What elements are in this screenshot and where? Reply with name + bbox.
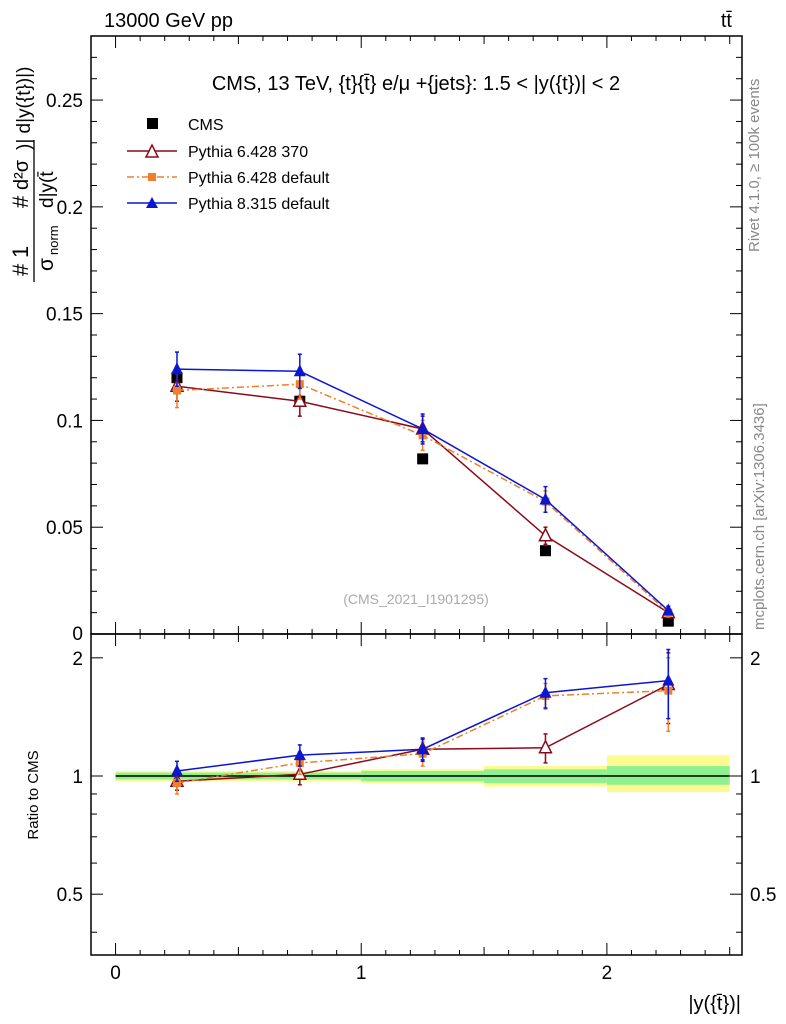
rivet-version-label: Rivet 4.1.0, ≥ 100k events xyxy=(746,79,763,252)
ratio-ytick-label-right: 1 xyxy=(750,767,761,788)
main-ticks: 0.05 0.1 0.15 0.2 0.25 0 xyxy=(46,36,742,645)
legend-marker-py6-default xyxy=(148,173,156,181)
ylabel-one: 1 xyxy=(8,246,33,258)
ratio-pythia-6-428-default-line xyxy=(176,689,669,784)
main-ytick-label: 0.15 xyxy=(46,305,83,326)
ratio-pythia-8-315-default-point xyxy=(293,748,306,761)
legend-label-py6-370: Pythia 6.428 370 xyxy=(188,144,308,161)
main-cms-point xyxy=(539,545,551,557)
ylabel-numerator-tail: )| d|y({t})|) xyxy=(14,67,35,150)
main-cms-point xyxy=(662,615,674,627)
main-pythia-8-315-default-point xyxy=(539,492,552,505)
ratio-pythia-6-428-default-point xyxy=(172,778,181,787)
ratio-panel: 0.5 0.5 1 1 2 2 0 1 2 Ratio to CMS |y({t̄})| xyxy=(25,633,776,1015)
ratio-ytick-label-left: 0.5 xyxy=(57,885,83,906)
ratio-ytick-label-right: 0.5 xyxy=(750,885,776,906)
ratio-xtick-label: 1 xyxy=(356,963,367,984)
ylabel-hash-2: # xyxy=(8,195,33,208)
legend-label-py8-default: Pythia 8.315 default xyxy=(188,196,330,213)
main-pythia-8-315-default-point xyxy=(416,421,429,434)
main-cms-point xyxy=(417,453,429,465)
ylabel-hash-1: # xyxy=(8,263,33,276)
main-pythia-8-315-default-point xyxy=(662,603,675,616)
main-pythia-6-428-370-point xyxy=(538,527,553,542)
legend-label-cms: CMS xyxy=(188,117,224,134)
main-pythia-8-315-default-line xyxy=(176,368,669,612)
main-pythia-8-315-default-point xyxy=(170,362,183,375)
ratio-ytick-label-left: 2 xyxy=(72,649,83,670)
mcplots-label: mcplots.cern.ch [arXiv:1306.3436] xyxy=(751,403,768,630)
analysis-watermark: (CMS_2021_I1901295) xyxy=(343,591,489,607)
ratio-ytick-label-left: 1 xyxy=(72,767,83,788)
main-ylabel: # 1 σ norm # d²σ )| d|y({t})|) d|y(t̄ xyxy=(8,67,61,282)
ylabel-d2sigma: d²σ xyxy=(11,159,33,190)
main-panel: CMS, 13 TeV, {t}{t̄} e/μ +{jets}: 1.5 < … xyxy=(8,35,743,645)
process-label: tt̄ xyxy=(721,10,733,32)
main-title: CMS, 13 TeV, {t}{t̄} e/μ +{jets}: 1.5 < … xyxy=(212,73,620,95)
main-ytick-label: 0.1 xyxy=(57,411,83,432)
ratio-pythia-8-315-default-point xyxy=(416,742,429,755)
main-series xyxy=(169,351,676,627)
x-axis-label: |y({t̄})| xyxy=(688,993,741,1015)
ratio-xtick-label: 2 xyxy=(602,963,613,984)
legend-marker-py6-370 xyxy=(144,143,160,158)
main-pythia-6-428-370-point xyxy=(292,392,308,407)
ratio-frame xyxy=(90,633,743,956)
ratio-ytick-label-right: 2 xyxy=(750,649,761,670)
legend-label-py6-default: Pythia 6.428 default xyxy=(188,170,330,187)
ratio-pythia-8-315-default-point xyxy=(662,673,675,686)
legend-marker-cms xyxy=(147,118,158,129)
ylabel-norm: norm xyxy=(46,225,61,255)
main-pythia-6-428-default-point xyxy=(172,386,181,395)
ratio-pythia-8-315-default-point xyxy=(539,685,552,698)
legend: CMS Pythia 6.428 370 Pythia 6.428 defaul… xyxy=(127,117,330,213)
main-ytick-label: 0.25 xyxy=(46,91,83,112)
ylabel-sigma: σ xyxy=(35,258,58,271)
ratio-ylabel: Ratio to CMS xyxy=(25,750,42,839)
main-ytick-label: 0.05 xyxy=(46,518,83,539)
main-ytick-label-zero: 0 xyxy=(72,624,83,645)
ratio-xtick-label: 0 xyxy=(110,963,121,984)
energy-label: 13000 GeV pp xyxy=(104,10,233,32)
main-pythia-8-315-default-point xyxy=(293,364,306,377)
ratio-pythia-6-428-370-point xyxy=(538,739,553,754)
ratio-pythia-8-315-default-point xyxy=(170,763,183,776)
ratio-ticks: 0.5 0.5 1 1 2 2 0 1 2 xyxy=(57,634,776,984)
ratio-series xyxy=(169,648,676,795)
main-ytick-label: 0.2 xyxy=(57,198,83,219)
ylabel-denominator: d|y(t̄ xyxy=(37,171,58,208)
legend-marker-py8-default xyxy=(146,197,158,208)
